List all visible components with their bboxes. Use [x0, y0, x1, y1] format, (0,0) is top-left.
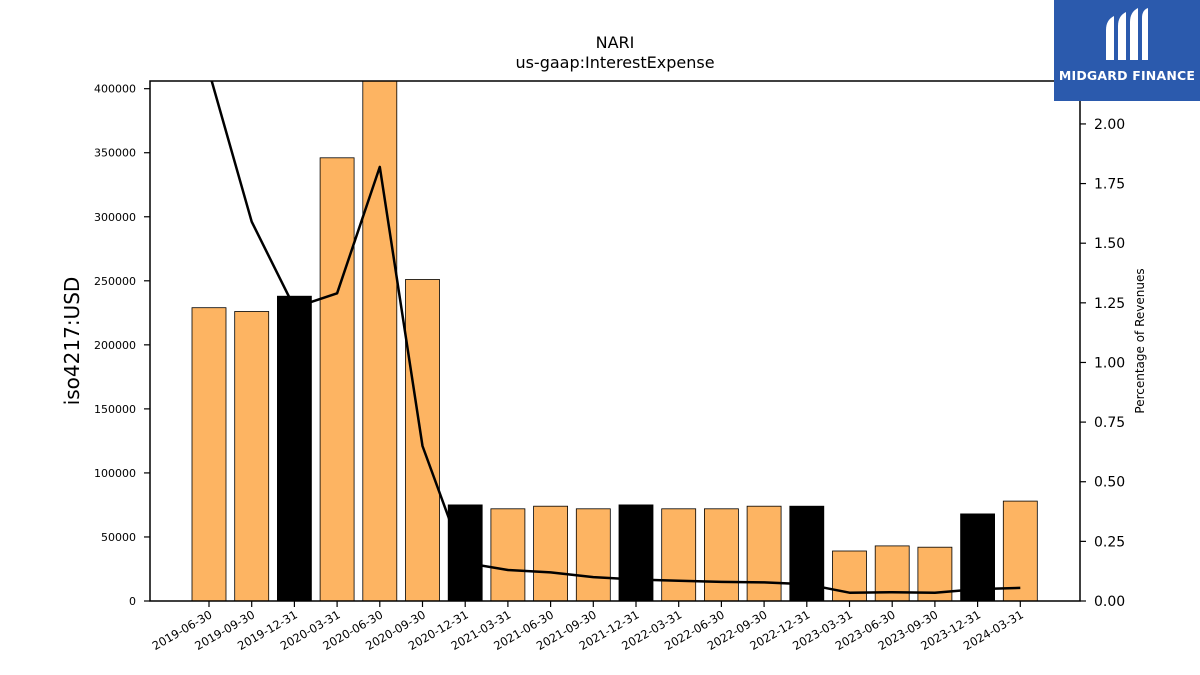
y2-tick-label: 0.50	[1094, 475, 1125, 491]
chart-title: NARI	[596, 33, 635, 52]
y-tick-label: 350000	[94, 147, 136, 160]
bar	[490, 508, 526, 602]
bar	[575, 508, 611, 602]
y2-tick-label: 1.50	[1094, 236, 1125, 252]
y-tick-label: 100000	[94, 467, 136, 480]
series-line	[210, 81, 1021, 594]
bar	[234, 311, 270, 602]
y-tick-label: 250000	[94, 275, 136, 288]
line-layer	[210, 81, 1021, 594]
logo-text: MIDGARD FINANCE	[1058, 68, 1196, 83]
bar	[618, 504, 654, 602]
bar	[276, 295, 312, 602]
bar	[191, 307, 227, 602]
y2-tick-label: 0.00	[1094, 594, 1125, 610]
bar	[1002, 500, 1038, 602]
y-tick-label: 200000	[94, 339, 136, 352]
bar	[704, 508, 739, 602]
bars	[191, 80, 1038, 602]
midgard-logo-icon	[1106, 8, 1148, 60]
y2-tick-label: 1.25	[1094, 296, 1125, 312]
y2-axis-ticks: 0.00 0.25 0.50 0.75 1.00 1.25 1.50 1.75 2.00	[1080, 117, 1125, 610]
y-tick-label: 150000	[94, 403, 136, 416]
y-axis-ticks: 0 50000 100000 150000 200000 250000 300000 3500…	[94, 83, 150, 608]
y2-tick-label: 0.25	[1094, 534, 1125, 550]
y2-tick-label: 0.75	[1094, 415, 1125, 431]
bar	[362, 80, 398, 602]
y-tick-label: 0	[129, 595, 136, 608]
brand-logo: MIDGARD FINANCE	[1054, 0, 1200, 101]
plot-frame	[149, 80, 1081, 602]
y2-axis-label: Percentage of Revenues	[1133, 268, 1147, 413]
chart-subtitle: us-gaap:InterestExpense	[515, 53, 714, 72]
bar	[960, 513, 995, 602]
y2-tick-label: 2.00	[1094, 117, 1125, 133]
bar	[319, 157, 355, 602]
bar	[447, 504, 483, 602]
bar	[533, 505, 568, 602]
y-tick-label: 400000	[94, 83, 136, 96]
y2-tick-label: 1.75	[1094, 177, 1125, 193]
bar	[746, 505, 782, 602]
y-tick-label: 300000	[94, 211, 136, 224]
x-axis-ticks: 2019-06-302019-09-302019-12-312020-03-31…	[150, 601, 1026, 653]
y-axis-label: iso4217:USD	[60, 277, 84, 406]
y2-tick-label: 1.00	[1094, 355, 1125, 371]
y-tick-label: 50000	[101, 531, 136, 544]
bar	[661, 508, 697, 602]
